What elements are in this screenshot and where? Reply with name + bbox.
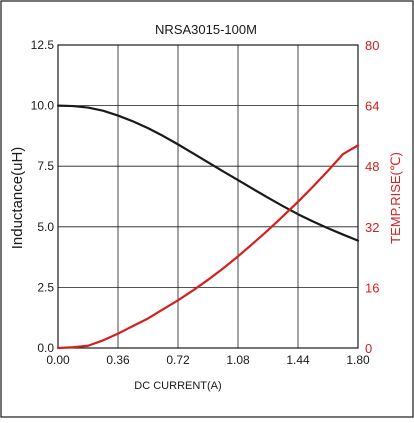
y-right-tick-label: 80 [365,38,379,53]
x-tick-label: 0.00 [46,353,70,367]
y-left-tick-label: 7.5 [37,159,54,173]
chart-title: NRSA3015-100M [155,22,257,37]
x-axis-label: DC CURRENT(A) [134,380,221,392]
y-right-tick-label: 0 [365,341,372,356]
y-left-tick-label: 12.5 [31,38,55,52]
x-tick-label: 0.72 [166,353,190,367]
grid-layer [57,44,359,349]
x-tick-label: 1.08 [226,353,250,367]
y-right-tick-label: 32 [365,220,379,235]
y-left-tick-label: 5.0 [37,220,54,234]
y-right-tick-label: 48 [365,159,379,174]
inductance-series-line [56,104,360,242]
temp-rise-series-line [56,144,360,350]
x-tick-label: 1.44 [286,353,310,367]
x-tick-label: 0.36 [106,353,130,367]
y-axis-left-label: Inductance(uH) [9,147,26,250]
y-axis-right-label: TEMP.RISE(℃) [388,152,403,244]
y-right-tick-label: 16 [365,280,379,295]
series-layer [56,104,360,350]
x-tick-label: 1.80 [346,353,370,367]
y-right-tick-label: 64 [365,99,379,114]
y-left-tick-label: 10.0 [31,99,55,113]
y-left-tick-label: 0.0 [37,341,54,355]
plot-area-border [57,44,359,349]
tick-layer: 0.00 0.36 0.72 1.08 1.44 1.80 0.0 2.5 5.0 7.5 10.0… [31,38,380,367]
y-left-tick-label: 2.5 [37,280,54,294]
